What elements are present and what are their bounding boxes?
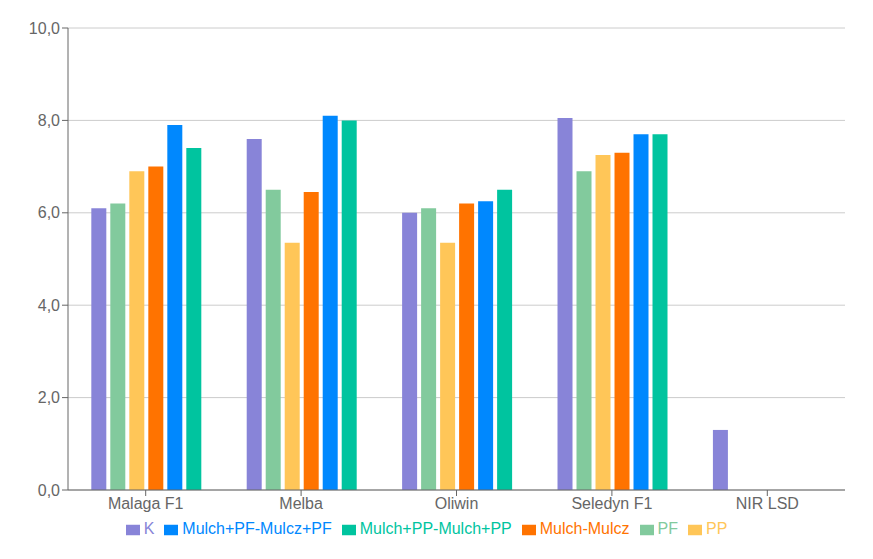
svg-text:NIR LSD: NIR LSD	[736, 495, 799, 512]
html-text:Mulch+PF-Mulcz+PF: Mulch+PF-Mulcz+PF	[182, 520, 332, 537]
html-text:Mulch+PP-Mulch+PP: Mulch+PP-Mulch+PP	[359, 520, 512, 537]
html-text:Mulch-Mulcz: Mulch-Mulcz	[539, 520, 630, 537]
svg-text:8,0: 8,0	[38, 112, 60, 129]
svg-text:Malaga F1: Malaga F1	[108, 495, 184, 512]
svg-text:Seledyn F1: Seledyn F1	[571, 495, 652, 512]
svg-text:4,0: 4,0	[38, 297, 60, 314]
svg-text:10,0: 10,0	[29, 20, 60, 37]
svg-text:Melba: Melba	[279, 495, 323, 512]
html-text:PF: PF	[657, 520, 678, 537]
html-text:K: K	[143, 520, 155, 537]
svg-text:Oliwin: Oliwin	[435, 495, 479, 512]
svg-text:0,0: 0,0	[38, 482, 60, 499]
svg-text:6,0: 6,0	[38, 204, 60, 221]
html-text:PP: PP	[706, 520, 728, 537]
svg-text:2,0: 2,0	[38, 389, 60, 406]
